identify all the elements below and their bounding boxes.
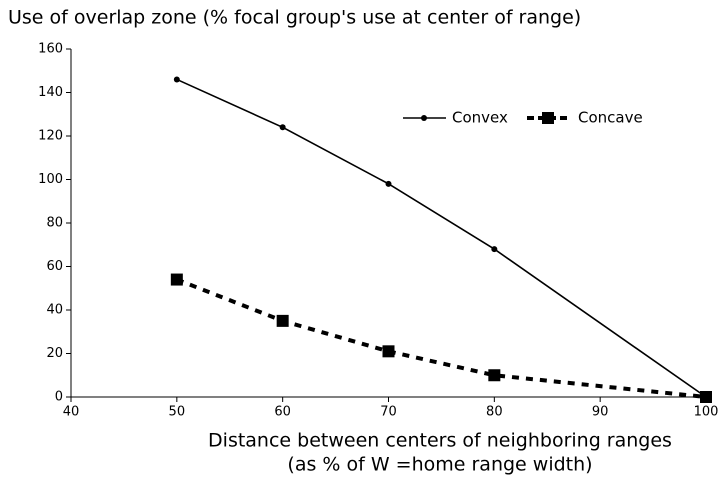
y-tick-label: 160 bbox=[38, 42, 63, 57]
data-point bbox=[173, 76, 180, 83]
x-tick-label: 100 bbox=[694, 405, 719, 420]
data-point bbox=[382, 345, 395, 358]
data-point bbox=[385, 180, 392, 187]
data-point bbox=[279, 124, 286, 131]
x-axis-label: (as % of W =home range width) bbox=[287, 454, 592, 476]
x-tick-label: 70 bbox=[380, 405, 397, 420]
legend-label: Convex bbox=[452, 109, 508, 127]
y-tick-label: 120 bbox=[38, 129, 63, 144]
series-line bbox=[176, 277, 707, 399]
y-tick-label: 40 bbox=[46, 303, 63, 318]
x-tick-label: 90 bbox=[592, 405, 609, 420]
data-point bbox=[488, 369, 501, 382]
y-tick-label: 60 bbox=[46, 259, 63, 274]
data-point bbox=[491, 246, 498, 253]
y-tick-label: 0 bbox=[55, 390, 63, 405]
legend-marker bbox=[542, 112, 554, 124]
x-tick-label: 50 bbox=[169, 405, 186, 420]
x-tick-label: 80 bbox=[486, 405, 503, 420]
x-axis-label: Distance between centers of neighboring … bbox=[208, 430, 672, 452]
legend-marker bbox=[421, 115, 427, 121]
legend-label: Concave bbox=[578, 109, 643, 127]
data-point bbox=[700, 391, 712, 403]
y-tick-label: 80 bbox=[46, 216, 63, 231]
y-tick-label: 20 bbox=[46, 346, 63, 361]
data-point bbox=[170, 273, 183, 286]
chart-title: Use of overlap zone (% focal group's use… bbox=[8, 7, 581, 29]
data-point bbox=[276, 314, 289, 327]
y-tick-label: 100 bbox=[38, 172, 63, 187]
x-tick-label: 60 bbox=[274, 405, 291, 420]
series-line bbox=[176, 78, 707, 398]
x-tick-label: 40 bbox=[63, 405, 80, 420]
y-tick-label: 140 bbox=[38, 85, 63, 100]
